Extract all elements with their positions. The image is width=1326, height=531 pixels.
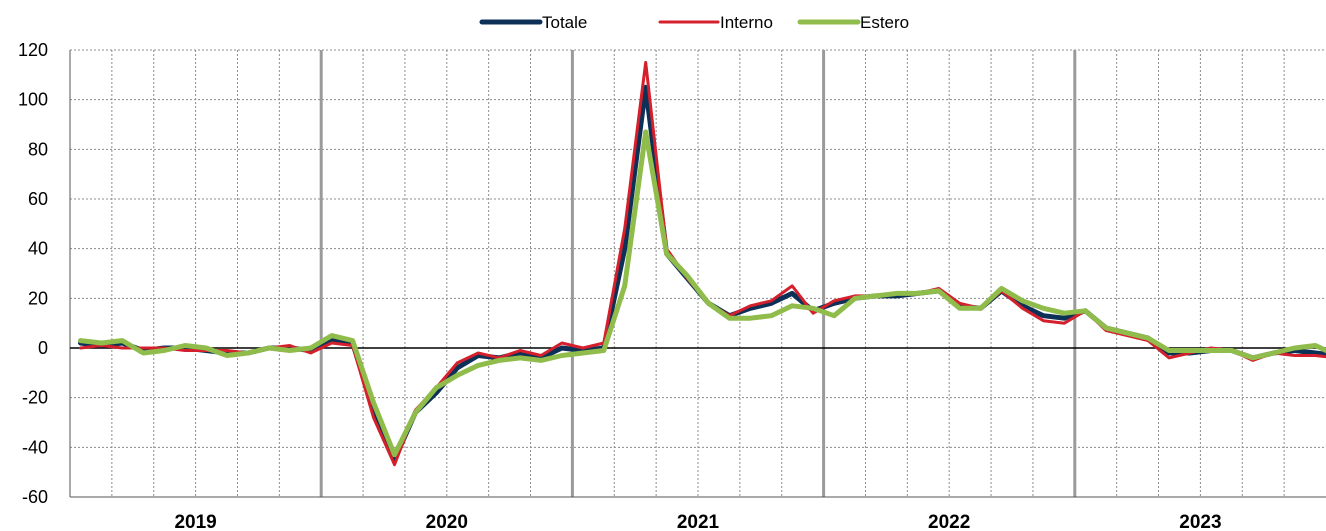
y-tick-label: 80	[28, 139, 48, 159]
y-tick-label: 20	[28, 288, 48, 308]
y-tick-label: -20	[22, 388, 48, 408]
legend-label-estero: Estero	[860, 13, 909, 32]
series-line-interno	[79, 60, 1326, 467]
y-tick-label: 60	[28, 189, 48, 209]
x-year-label: 2020	[426, 512, 468, 531]
series-lines	[78, 60, 1326, 467]
y-tick-label: -60	[22, 487, 48, 507]
legend-label-interno: Interno	[720, 13, 773, 32]
legend-label-totale: Totale	[542, 13, 587, 32]
legend: Totale Interno Estero	[479, 13, 909, 32]
x-year-label: 2023	[1179, 512, 1221, 531]
gridlines	[69, 49, 1326, 498]
y-tick-label: 0	[38, 338, 48, 358]
series-line-totale	[78, 84, 1326, 463]
series-line-estero	[78, 129, 1326, 458]
x-year-label: 2022	[928, 512, 970, 531]
y-tick-label: 120	[18, 40, 48, 60]
x-axis-year-labels: 2019 2020 2021 2022 2023	[174, 512, 1221, 531]
x-year-label: 2019	[174, 512, 216, 531]
y-tick-label: 40	[28, 239, 48, 259]
y-tick-label: -40	[22, 437, 48, 457]
y-axis-ticks: -60 -40 -20 0 20 40 60 80 100 120	[18, 40, 48, 507]
y-tick-label: 100	[18, 90, 48, 110]
x-year-label: 2021	[677, 512, 720, 531]
